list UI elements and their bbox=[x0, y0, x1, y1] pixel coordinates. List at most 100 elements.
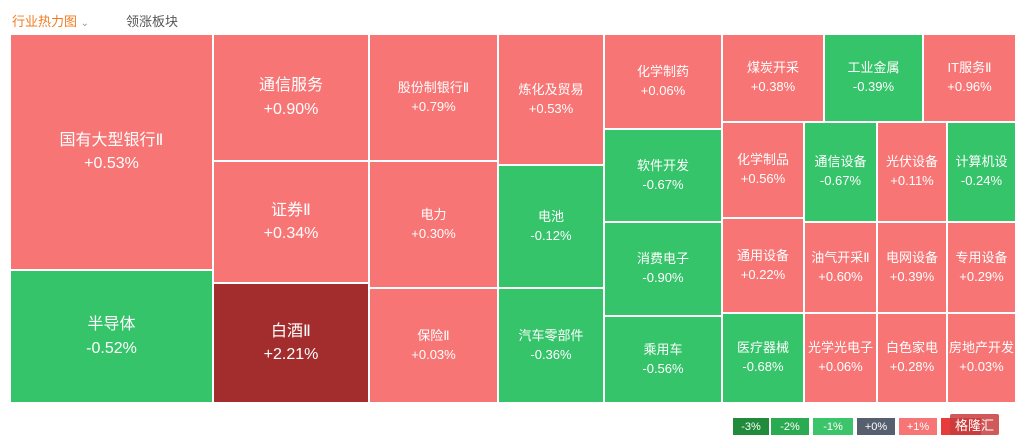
tile-name: 消费电子 bbox=[636, 251, 689, 267]
tile-name: 证券Ⅱ bbox=[271, 201, 311, 219]
tile-change: +0.79% bbox=[411, 98, 456, 114]
tile-change: +0.03% bbox=[411, 346, 456, 362]
legend-item: +1% bbox=[899, 418, 937, 435]
tile[interactable]: 乘用车 -0.56% bbox=[604, 316, 722, 403]
tile-change: -0.39% bbox=[852, 79, 895, 94]
tile-name: 白色家电 bbox=[885, 340, 938, 356]
tile-name: 股份制银行Ⅱ bbox=[397, 79, 470, 95]
tile[interactable]: 汽车零部件 -0.36% bbox=[498, 288, 604, 403]
tile-name: 光学光电子 bbox=[807, 340, 873, 356]
tile[interactable]: 化学制品 +0.56% bbox=[722, 122, 804, 218]
tile-change: +0.90% bbox=[263, 100, 319, 118]
tile[interactable]: 医疗器械 -0.68% bbox=[722, 313, 804, 403]
legend-item: -3% bbox=[733, 418, 769, 435]
tile-name: IT服务Ⅱ bbox=[947, 60, 992, 76]
watermark: 格隆汇 bbox=[950, 414, 1000, 435]
tile-name: 保险Ⅱ bbox=[417, 327, 450, 343]
tile[interactable]: 通用设备 +0.22% bbox=[722, 218, 804, 313]
tile-name: 电力 bbox=[420, 206, 447, 222]
tile-change: +0.53% bbox=[84, 155, 139, 172]
tile-name: 工业金属 bbox=[847, 60, 900, 76]
tile[interactable]: 光伏设备 +0.11% bbox=[877, 122, 947, 222]
tile-name: 医疗器械 bbox=[736, 340, 789, 356]
tile-change: +0.11% bbox=[890, 173, 934, 188]
tile[interactable]: 房地产开发 +0.03% bbox=[947, 313, 1016, 403]
tile-name: 专用设备 bbox=[955, 249, 1008, 265]
tile[interactable]: 通信设备 -0.67% bbox=[804, 122, 877, 222]
tab-label[interactable]: 行业热力图 bbox=[12, 14, 78, 29]
tile[interactable]: 保险Ⅱ +0.03% bbox=[369, 288, 498, 403]
tile-change: -0.52% bbox=[86, 339, 137, 357]
tile-change: +0.03% bbox=[959, 359, 1004, 374]
tile-change: +0.28% bbox=[889, 359, 935, 374]
tile-name: 煤炭开采 bbox=[746, 60, 799, 76]
tile-name: 电网设备 bbox=[885, 249, 938, 265]
tile-name: 炼化及贸易 bbox=[518, 81, 584, 97]
tile-change: +0.60% bbox=[818, 268, 863, 284]
tile-change: +0.39% bbox=[889, 268, 935, 284]
tile[interactable]: 计算机设 -0.24% bbox=[947, 122, 1016, 222]
tile[interactable]: 股份制银行Ⅱ +0.79% bbox=[369, 34, 498, 161]
tile-change: -0.24% bbox=[960, 173, 1003, 188]
tile[interactable]: 工业金属 -0.39% bbox=[824, 34, 923, 122]
tile-change: +0.06% bbox=[818, 359, 863, 374]
tile-name: 半导体 bbox=[87, 316, 136, 334]
tile-name: 油气开采Ⅱ bbox=[811, 249, 870, 265]
tile-name: 白酒Ⅱ bbox=[271, 322, 311, 340]
tile[interactable]: 化学制药 +0.06% bbox=[604, 34, 722, 129]
tile-change: +0.56% bbox=[740, 171, 786, 186]
tile[interactable]: 软件开发 -0.67% bbox=[604, 129, 722, 222]
tile-name: 软件开发 bbox=[636, 157, 689, 173]
tile-name: 化学制品 bbox=[736, 152, 789, 168]
legend-item: +0% bbox=[857, 418, 895, 435]
tile-name: 房地产开发 bbox=[948, 340, 1014, 356]
tile-change: -0.68% bbox=[742, 359, 784, 374]
tile-name: 通用设备 bbox=[736, 247, 789, 263]
tile-name: 通信服务 bbox=[258, 77, 323, 95]
tile-change: +0.34% bbox=[263, 225, 319, 242]
tile[interactable]: 专用设备 +0.29% bbox=[947, 222, 1016, 313]
tile-change: +0.30% bbox=[411, 225, 456, 241]
tile-change: -0.36% bbox=[530, 346, 572, 362]
tile[interactable]: 油气开采Ⅱ +0.60% bbox=[804, 222, 877, 313]
tile[interactable]: 煤炭开采 +0.38% bbox=[722, 34, 824, 122]
tile-change: -0.90% bbox=[642, 270, 684, 285]
tile-change: -0.56% bbox=[642, 360, 684, 376]
tile[interactable]: 光学光电子 +0.06% bbox=[804, 313, 877, 403]
tile-change: +0.22% bbox=[740, 266, 786, 282]
tile[interactable]: 炼化及贸易 +0.53% bbox=[498, 34, 604, 165]
tile-name: 汽车零部件 bbox=[518, 327, 584, 343]
tile-change: +2.21% bbox=[263, 346, 319, 363]
tile[interactable]: 电网设备 +0.39% bbox=[877, 222, 947, 313]
tile-change: +0.53% bbox=[528, 100, 574, 116]
tile[interactable]: 白色家电 +0.28% bbox=[877, 313, 947, 403]
tile-change: +0.06% bbox=[640, 82, 686, 98]
tile[interactable]: 消费电子 -0.90% bbox=[604, 222, 722, 316]
tile-change: -0.67% bbox=[819, 173, 862, 188]
tile[interactable]: 证券Ⅱ +0.34% bbox=[213, 161, 369, 283]
legend-item: -1% bbox=[813, 418, 853, 435]
tile[interactable]: 半导体 -0.52% bbox=[10, 270, 213, 403]
tile-name: 国有大型银行Ⅱ bbox=[59, 131, 164, 149]
tile-name: 计算机设 bbox=[955, 154, 1008, 170]
tab-active[interactable]: 行业热力图 ⌄ bbox=[12, 14, 90, 29]
legend-item: -2% bbox=[771, 418, 809, 435]
tile[interactable]: IT服务Ⅱ +0.96% bbox=[923, 34, 1016, 122]
tile-name: 光伏设备 bbox=[885, 154, 938, 170]
tile[interactable]: 电力 +0.30% bbox=[369, 161, 498, 288]
tile[interactable]: 白酒Ⅱ +2.21% bbox=[213, 283, 369, 403]
tile[interactable]: 电池 -0.12% bbox=[498, 165, 604, 288]
tab[interactable]: 领涨板块 bbox=[126, 14, 179, 29]
tile-change: +0.38% bbox=[750, 79, 796, 94]
tile-name: 乘用车 bbox=[643, 341, 683, 357]
tile-change: +0.29% bbox=[959, 268, 1004, 284]
tile-change: +0.96% bbox=[947, 79, 992, 94]
tile-change: -0.67% bbox=[642, 176, 684, 192]
tile-name: 化学制药 bbox=[636, 63, 689, 79]
tile-name: 通信设备 bbox=[814, 154, 867, 170]
tile-change: -0.12% bbox=[530, 227, 572, 243]
tile[interactable]: 通信服务 +0.90% bbox=[213, 34, 369, 161]
tile[interactable]: 国有大型银行Ⅱ +0.53% bbox=[10, 34, 213, 270]
tile-name: 电池 bbox=[537, 208, 564, 224]
